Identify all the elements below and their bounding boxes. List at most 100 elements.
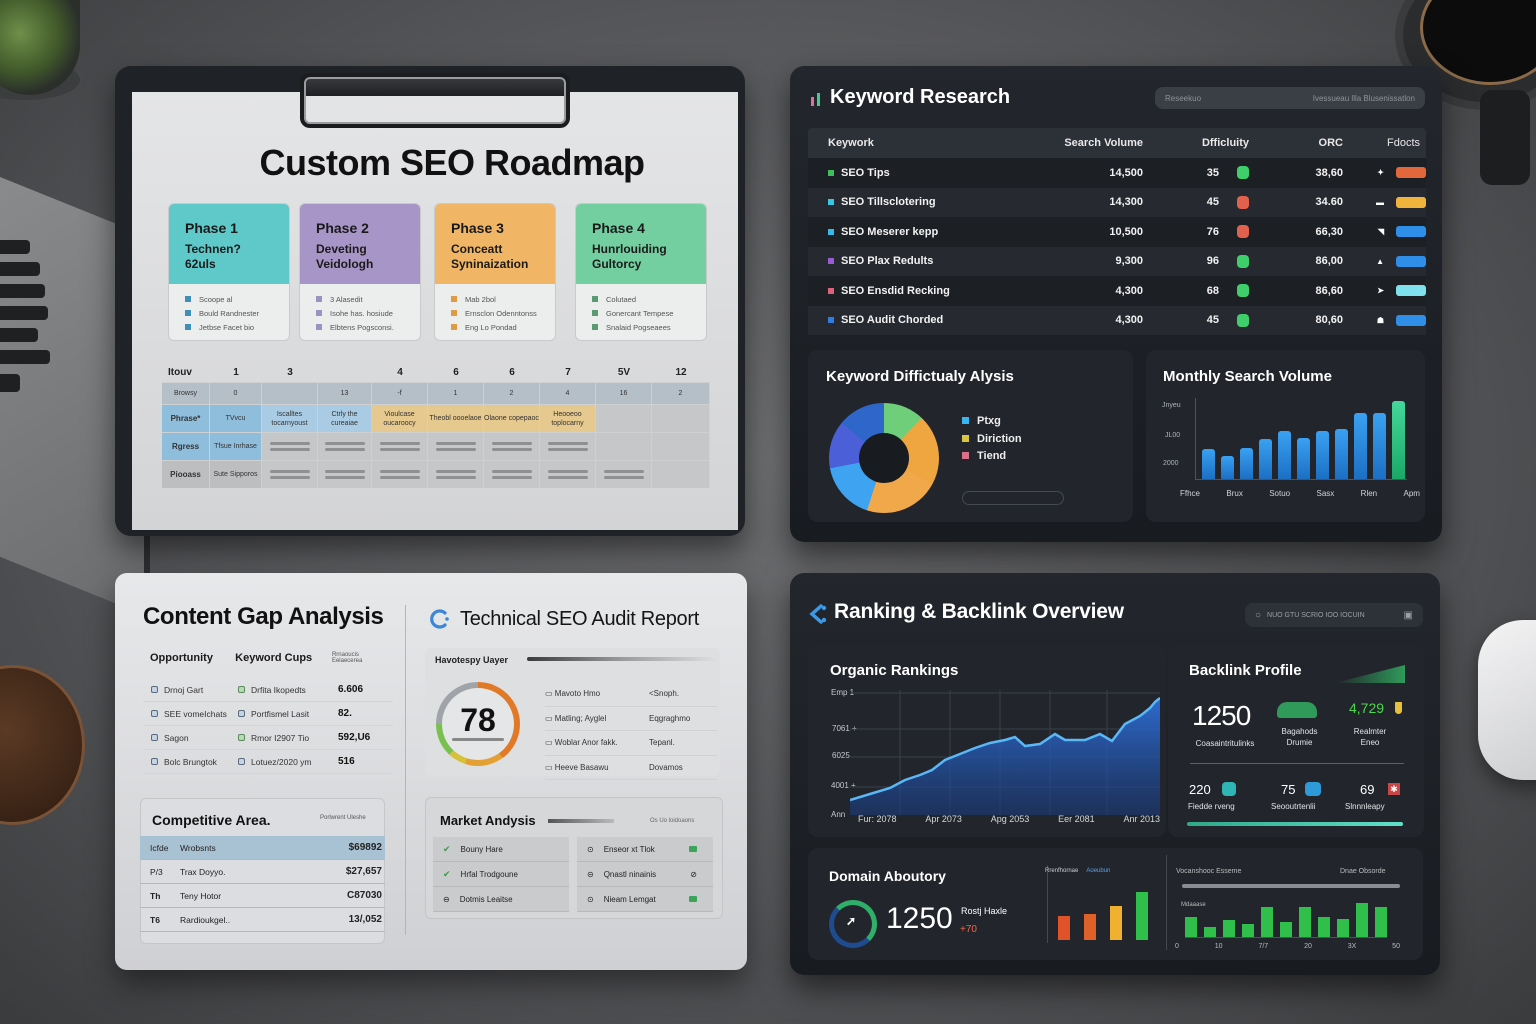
content-gap-header: Opportunity Keyword Cups Rrnaoucis Eelae… [150, 652, 363, 664]
trophy-icon [1395, 702, 1402, 714]
market-item[interactable]: ⊙ Nieam Lemgat [577, 887, 713, 912]
market-item[interactable]: ✔ Bouny Hare [433, 837, 569, 862]
table-row[interactable]: Sagon Rmor I2907 Tio 592,U6 [143, 726, 393, 750]
gauge-center [442, 688, 514, 760]
market-item[interactable]: ⊙ Enseor xt Tlok [577, 837, 713, 862]
phase-name: Phase 3 [451, 220, 504, 236]
col-search-volume[interactable]: Search Volume [1064, 137, 1143, 149]
cloud-icon [1277, 702, 1317, 718]
audit-item[interactable]: ▭ Heeve Basawu Dovamos [545, 756, 717, 780]
y-tick: Emp 1 [831, 688, 855, 697]
difficulty-badge [1237, 254, 1249, 268]
col-orc[interactable]: ORC [1318, 137, 1343, 149]
audit-score: 78 [460, 702, 496, 738]
domain-authority-card [808, 848, 1423, 960]
facts-pill [1396, 167, 1426, 179]
phase-name: Phase 2 [316, 220, 369, 236]
phase-item: Eng Lo Pondad [451, 320, 555, 334]
facts-pill [1396, 226, 1426, 238]
keyword-table: Keywork Search Volume Dfficluity ORC Fdo… [808, 128, 1426, 335]
table-row[interactable]: SEO Ensdid Recking 4,300 68 86,60 ➤ [808, 276, 1426, 306]
table-row[interactable]: P/3 Trax Doyyo. $27,657 [140, 860, 385, 884]
table-row[interactable]: SEO Meserer kepp 10,500 76 66,30 ◥ [808, 217, 1426, 247]
donut-hole [859, 433, 909, 483]
phase-card-2[interactable]: Phase 2 Deveting Veidologh 3 Alasedit Iso… [299, 203, 421, 341]
table-row[interactable]: SEE vomeIchats Portfismel Lasit 82. [143, 702, 393, 726]
circle-icon: ⊙ [587, 894, 594, 904]
divider [1166, 855, 1167, 950]
roadmap-gantt: Itouv 1 3 4 6 6 7 5V 12 Browsy 0 13 -f 1… [162, 362, 710, 500]
competitive-area-title: Competitive Area. [152, 812, 271, 828]
market-analysis-title: Market Andysis [440, 813, 536, 828]
table-row[interactable]: SEO Audit Chorded 4,300 45 80,60 ☗ [808, 305, 1426, 335]
keyword-color-dot [828, 228, 834, 235]
ranking-search-input[interactable]: ○ NUO GTU SCRIO IOO IOCUIN ▣ [1245, 603, 1423, 627]
content-gap-table: Drnoj Gart Drfita Ikopedts 6.606 SEE vomeI… [143, 678, 393, 774]
circle-icon: ⊙ [587, 844, 594, 854]
phase-subtitle: Gultorcy [592, 257, 642, 271]
organic-rankings-area-chart [850, 690, 1160, 815]
table-row[interactable]: SEO Tips 14,500 35 38,60 ✦ [808, 158, 1426, 188]
audit-item[interactable]: ▭ Mavoto Hmo <Snoph. [545, 682, 717, 707]
trend-icon: ✦ [1377, 168, 1384, 178]
audit-item[interactable]: ▭ Matling; Ayglel Eqgraghmo [545, 707, 717, 731]
market-item[interactable]: ⊖ Dotmis Leaitse [433, 887, 569, 912]
phase-item: Elbtens Pogsconsi. [316, 320, 420, 334]
table-row[interactable]: Drnoj Gart Drfita Ikopedts 6.606 [143, 678, 393, 702]
difficulty-badge [1237, 166, 1249, 180]
bar-chart-icon [811, 93, 820, 106]
table-row[interactable]: Th Teny Hotor C87030 [140, 884, 385, 908]
domain-side-label: Rostj Haxle [961, 906, 1008, 916]
trend-icon: ▬ [1376, 197, 1384, 207]
phase-item: Mab 2bol [451, 292, 555, 306]
phase-card-1[interactable]: Phase 1 Technen? 62uls Scoope al Bould Ra… [168, 203, 290, 341]
panel-divider [405, 605, 406, 935]
market-item[interactable]: ✔ Hrfal Trodgoune [433, 862, 569, 887]
phase-card-3[interactable]: Phase 3 Conceatt Syninaization Mab 2bol E… [434, 203, 556, 341]
content-gap-title: Content Gap Analysis [143, 603, 384, 630]
monthly-search-x-axis: Ffhce Brux Sotuo Sasx Rlen Apm [1180, 489, 1420, 498]
table-row[interactable]: Icfde Wrobsnts $69892 [140, 836, 385, 860]
difficulty-badge [1237, 195, 1249, 209]
check-icon: ✔ [443, 843, 451, 854]
ranking-overview-title: Ranking & Backlink Overview [834, 600, 1124, 623]
gauge-sublabel [452, 738, 504, 741]
circle-icon: ⊝ [587, 869, 594, 879]
table-row[interactable]: SEO Plax Redults 9,300 96 86,00 ▲ [808, 246, 1426, 276]
divider [1190, 763, 1404, 764]
table-row[interactable]: T6 Rardioukgel.. 13/,052 [140, 908, 385, 932]
stat-label: Fiedde rveng [1188, 802, 1235, 811]
facts-pill [1396, 196, 1426, 208]
facts-pill [1396, 285, 1426, 297]
gantt-subheader: Browsy 0 13 -f 1 2 4 16 2 [162, 382, 710, 404]
phase-card-4[interactable]: Phase 4 Hunrlouiding Gultorcy Colutaed Go… [575, 203, 707, 341]
gantt-row: Phrase* TVvcu Iscalltes tocarnyoust Ctrl… [162, 404, 710, 432]
keyword-color-dot [828, 258, 834, 265]
y-tick: 2000 [1163, 460, 1179, 467]
domain-authority-title: Domain Aboutory [829, 868, 946, 884]
difficulty-analysis-title: Keyword Diffictualy Alysis [826, 368, 1014, 385]
organic-rankings-title: Organic Rankings [830, 662, 959, 679]
keyword-search-input[interactable]: Reseekuo Ivessueau llla Blusenissatlon [1155, 87, 1425, 109]
phase-subtitle: Technen? [185, 242, 241, 256]
difficulty-filter-button[interactable] [962, 491, 1064, 505]
domain-range-slider[interactable] [1182, 884, 1400, 888]
difficulty-badge [1237, 284, 1249, 298]
audit-progress-label: Havotespy Uayer [435, 655, 509, 665]
audit-item[interactable]: ▭ Woblar Anor fakk. Tepanl. [545, 731, 717, 756]
domain-right-x-axis: 0 10 7/7 20 3X 50 [1175, 943, 1400, 950]
stat-label: Seooutrtenlii [1271, 802, 1316, 811]
col-facts[interactable]: Fdocts [1386, 137, 1420, 149]
difficulty-badge [1237, 225, 1249, 239]
market-item[interactable]: ⊝ Qnastl ninainis ⊘ [577, 862, 713, 887]
keyword-color-dot [828, 199, 834, 206]
col-difficulty[interactable]: Dfficluity [1201, 137, 1249, 149]
table-row[interactable]: SEO Tillsclotering 14,300 45 34.60 ▬ [808, 187, 1426, 217]
domain-right-bar-chart [1185, 900, 1387, 938]
col-keyword[interactable]: Keywork [828, 137, 874, 149]
competitive-area-card [140, 798, 385, 944]
domain-mini-chart-frame [1047, 865, 1165, 943]
market-analysis-bar [548, 819, 614, 823]
table-row[interactable]: Bolc Brungtok Lotuez/2020 ym 516 [143, 750, 393, 774]
backlink-green-value: 4,729 [1349, 700, 1385, 716]
